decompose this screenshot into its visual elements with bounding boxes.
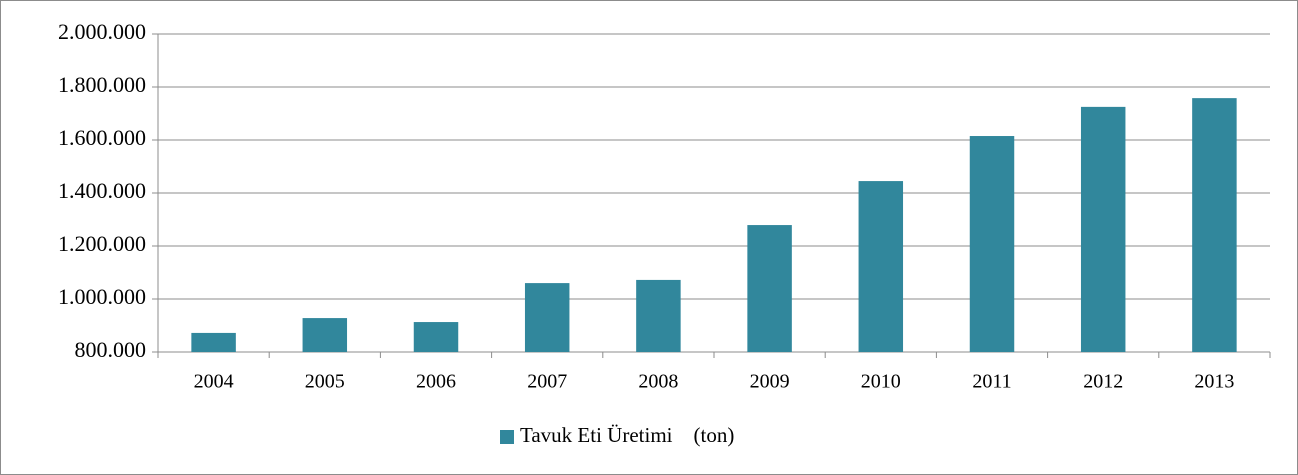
bar <box>1080 106 1126 352</box>
x-tick-label: 2010 <box>861 371 901 393</box>
x-tick-label: 2011 <box>972 371 1011 393</box>
x-tick-label: 2005 <box>305 371 345 393</box>
bar <box>1192 98 1237 352</box>
bar <box>524 283 570 352</box>
bar <box>636 279 681 352</box>
x-tick-label: 2008 <box>638 371 678 393</box>
bar <box>413 322 459 352</box>
bar <box>747 225 792 352</box>
bar <box>302 318 348 352</box>
bar <box>858 181 904 352</box>
x-tick-label: 2004 <box>194 371 234 393</box>
x-tick-label: 2006 <box>416 371 456 393</box>
y-tick-label: 1.200.000 <box>58 231 146 256</box>
bar <box>969 136 1015 352</box>
y-tick-label: 1.600.000 <box>58 125 146 150</box>
legend-label: Tavuk Eti Üretimi (ton) <box>520 423 734 447</box>
bar <box>191 332 236 352</box>
y-tick-label: 1.800.000 <box>58 72 146 97</box>
y-tick-label: 2.000.000 <box>58 19 146 44</box>
y-tick-label: 1.400.000 <box>58 178 146 203</box>
y-tick-label: 1.000.000 <box>58 284 146 309</box>
x-tick-label: 2007 <box>527 371 567 393</box>
x-tick-label: 2009 <box>750 371 790 393</box>
y-tick-label: 800.000 <box>75 337 147 362</box>
legend-swatch <box>500 430 514 444</box>
x-tick-label: 2012 <box>1083 371 1123 393</box>
x-tick-label: 2013 <box>1194 371 1234 393</box>
